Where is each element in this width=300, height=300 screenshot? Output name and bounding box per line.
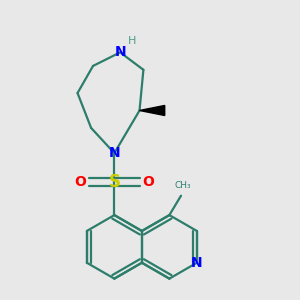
Text: N: N xyxy=(109,146,120,160)
Text: N: N xyxy=(114,45,126,59)
Text: O: O xyxy=(142,175,154,189)
Polygon shape xyxy=(140,105,165,116)
Text: H: H xyxy=(128,36,136,46)
Text: S: S xyxy=(108,173,120,191)
Text: O: O xyxy=(75,175,87,189)
Text: N: N xyxy=(191,256,203,270)
Text: CH₃: CH₃ xyxy=(175,181,191,190)
